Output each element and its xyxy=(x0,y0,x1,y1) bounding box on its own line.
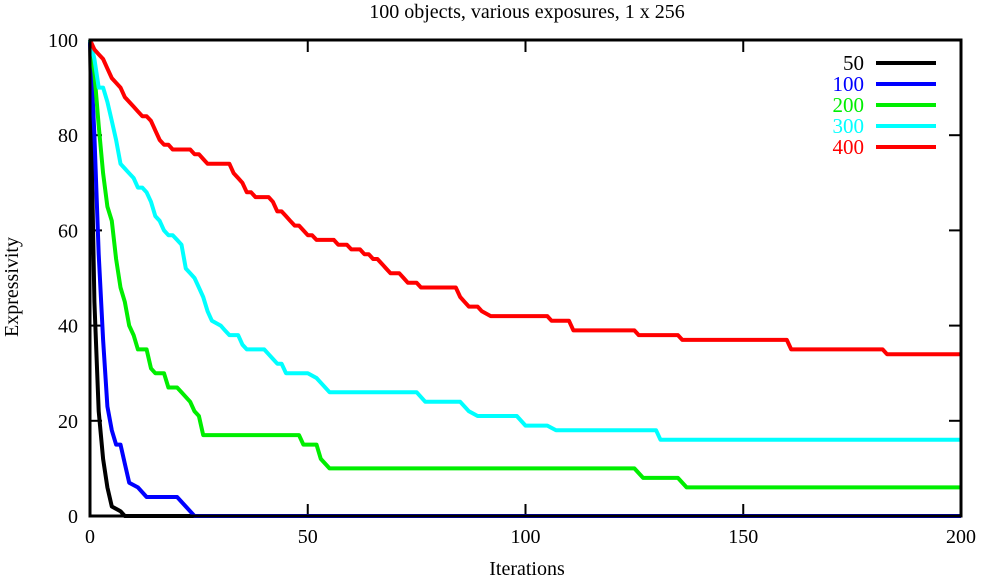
y-axis-label: Expressivity xyxy=(1,237,23,337)
legend-label-300: 300 xyxy=(833,114,865,138)
y-tick-label: 100 xyxy=(48,30,78,52)
y-tick-label: 40 xyxy=(58,316,78,338)
x-tick-label: 50 xyxy=(298,526,318,548)
series-line-200 xyxy=(88,39,961,490)
plot-frame xyxy=(88,38,963,518)
y-tick-label: 80 xyxy=(58,125,78,147)
y-tick-label: 20 xyxy=(58,411,78,433)
series-line-100 xyxy=(88,39,961,518)
x-tick-label: 100 xyxy=(511,526,541,548)
legend-label-200: 200 xyxy=(833,93,865,117)
legend-label-100: 100 xyxy=(833,72,865,96)
legend-label-50: 50 xyxy=(843,51,864,75)
series-line-400 xyxy=(88,39,961,357)
legend-label-400: 400 xyxy=(833,135,865,159)
series-line-50 xyxy=(88,39,961,518)
axis-ticks xyxy=(89,39,962,517)
series-line-300 xyxy=(88,39,961,442)
y-tick-label: 0 xyxy=(68,506,78,528)
x-tick-label: 200 xyxy=(946,526,976,548)
x-axis-label: Iterations xyxy=(489,558,565,578)
y-tick-label: 60 xyxy=(58,220,78,242)
series-lines xyxy=(88,39,961,518)
x-tick-label: 150 xyxy=(728,526,758,548)
chart-title: 100 objects, various exposures, 1 x 256 xyxy=(369,1,685,23)
x-tick-label: 0 xyxy=(85,526,95,548)
